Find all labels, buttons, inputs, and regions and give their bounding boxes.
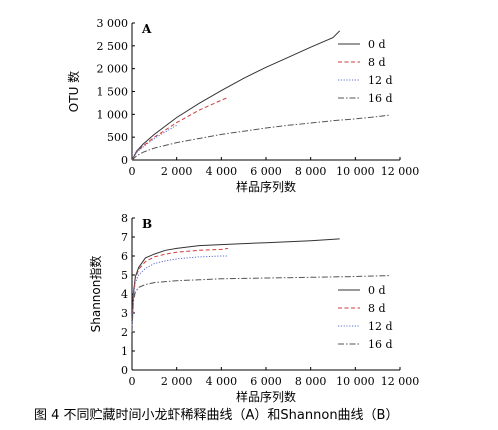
x-tick-label: 12 000 <box>381 375 420 388</box>
y-axis-label: OTU 数 <box>66 71 81 112</box>
x-tick-label: 10 000 <box>336 375 375 388</box>
series-line <box>131 238 340 325</box>
y-tick-label: 5 <box>121 269 128 282</box>
y-tick-label: 4 <box>121 288 128 301</box>
series-line <box>131 275 389 333</box>
panel-letter: A <box>141 22 152 36</box>
series-line <box>131 247 229 327</box>
legend-label: 0 d <box>368 38 386 51</box>
legend-label: 8 d <box>368 302 386 315</box>
legend-label: 8 d <box>368 56 386 69</box>
y-axis-label: Shannon指数 <box>88 256 103 333</box>
legend-label: 0 d <box>368 284 386 297</box>
y-tick-label: 8 <box>121 212 128 225</box>
x-axis-label: 样品序列数 <box>236 389 296 404</box>
y-tick-label: 3 000 <box>97 17 129 30</box>
panel-letter: B <box>142 217 152 231</box>
y-tick-label: 3 <box>121 307 128 320</box>
x-tick-label: 8 000 <box>295 375 327 388</box>
y-tick-label: 7 <box>121 231 128 244</box>
panel-b: 0 2 000 4 000 6 000 8 000 10 000 12 000 0 1 2 3 4 5 6… <box>88 212 419 404</box>
x-tick-label: 0 <box>129 375 136 388</box>
series-line <box>131 114 389 161</box>
x-tick-label: 6 000 <box>250 375 282 388</box>
x-tick-label: 12 000 <box>381 165 420 178</box>
x-tick-label: 8 000 <box>295 165 327 178</box>
x-tick-label: 0 <box>129 165 136 178</box>
series-line <box>131 255 228 329</box>
legend-label: 16 d <box>368 338 393 351</box>
y-tick-label: 2 <box>121 326 128 339</box>
legend-label: 16 d <box>368 92 393 105</box>
y-tick-label: 1 <box>121 345 128 358</box>
x-axis-label: 样品序列数 <box>236 179 296 194</box>
y-tick-label: 2 000 <box>97 63 129 76</box>
y-tick-label: 6 <box>121 250 128 263</box>
x-tick-label: 4 000 <box>206 375 238 388</box>
y-tick-label: 0 <box>121 154 128 167</box>
x-tick-label: 2 000 <box>161 165 193 178</box>
panel-a: 0 2 000 4 000 6 000 8 000 10 000 12 000 0 500 1 0… <box>66 17 419 194</box>
y-tick-label: 1 000 <box>97 108 129 121</box>
legend-label: 12 d <box>368 74 393 87</box>
figure-caption: 图 4 不同贮藏时间小龙虾稀释曲线（A）和Shannon曲线（B） <box>34 408 399 423</box>
legend-label: 12 d <box>368 320 393 333</box>
y-tick-label: 2 500 <box>97 40 129 53</box>
x-tick-label: 2 000 <box>161 375 193 388</box>
x-tick-label: 10 000 <box>336 165 375 178</box>
y-tick-label: 500 <box>107 131 128 144</box>
y-tick-label: 1 500 <box>97 86 129 99</box>
x-tick-label: 4 000 <box>206 165 238 178</box>
y-tick-label: 0 <box>121 364 128 377</box>
series-line <box>131 96 229 161</box>
x-tick-label: 6 000 <box>250 165 282 178</box>
series-line <box>131 30 341 161</box>
